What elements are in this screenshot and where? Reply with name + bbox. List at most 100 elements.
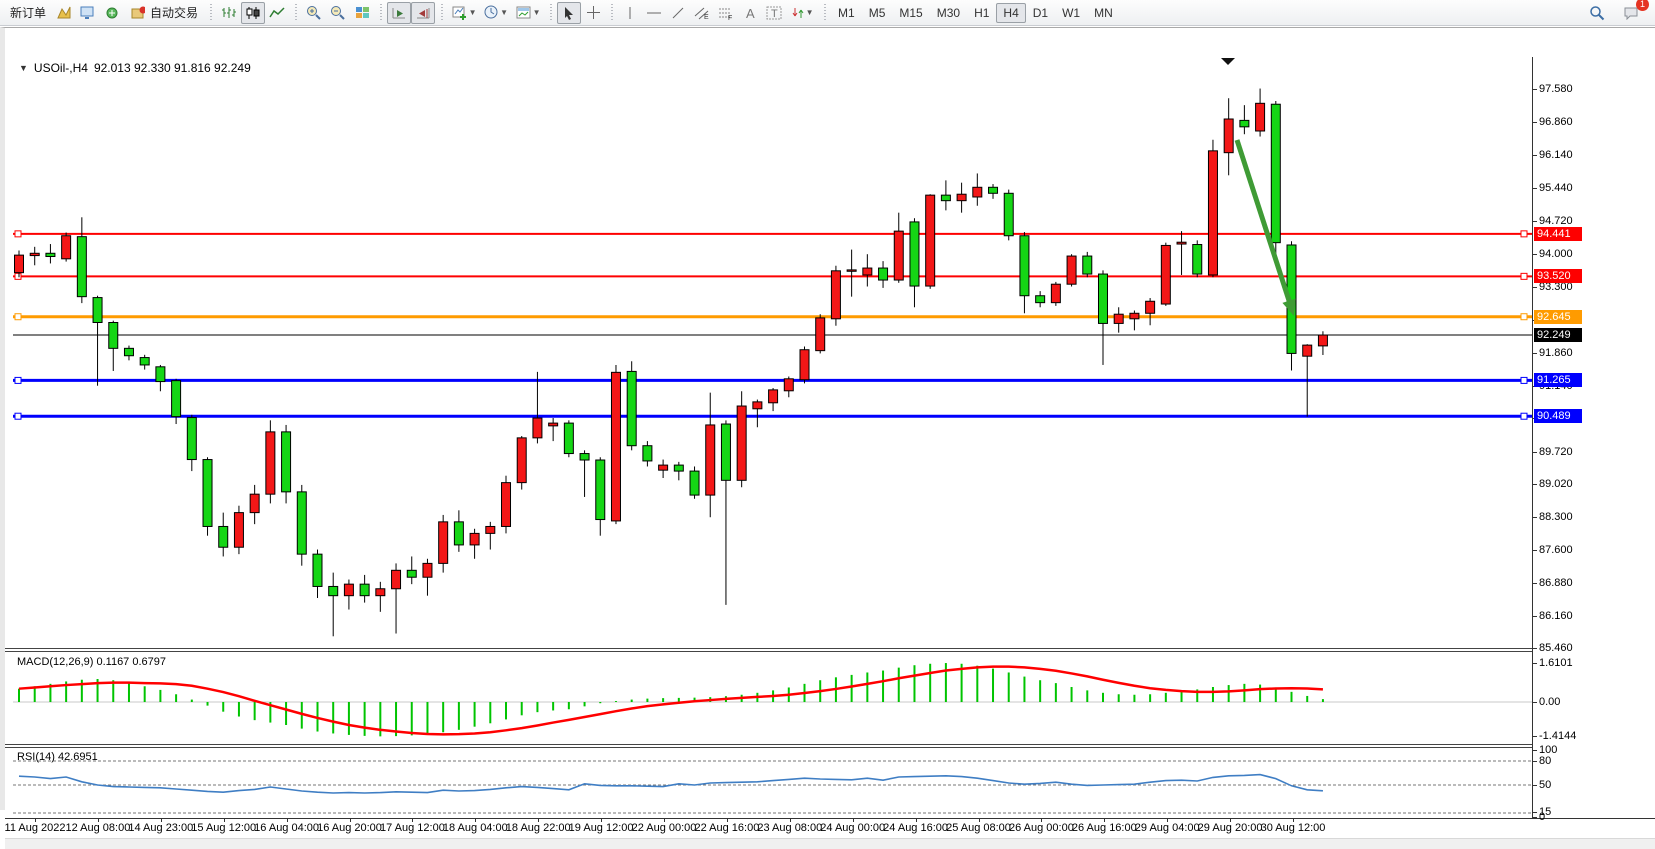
timeframe-w1[interactable]: W1 [1062,5,1081,20]
new-order-label: 新订单 [10,6,47,20]
macd-label: MACD(12,26,9) 0.1167 0.6797 [17,656,166,668]
axis-tick-mark [1532,750,1537,751]
axis-tick-mark [1532,582,1537,584]
axis-tick-mark [1532,187,1537,189]
new-order-button[interactable]: 新订单 [4,2,52,24]
time-axis-label: 24 Aug 00:00 [820,822,886,834]
text-icon[interactable]: A [738,2,762,24]
toolbar-grip [547,3,555,22]
auto-trading-icon [130,2,146,24]
price-axis-tick: 85.460 [1539,642,1573,655]
time-axis-label: 14 Aug 23:00 [128,822,194,834]
bar-chart-type-icon[interactable] [217,2,241,24]
signals-icon[interactable] [100,2,124,24]
rsi-line [18,773,1323,794]
horizontal-line-icon[interactable] [642,2,666,24]
pane-separator[interactable] [5,747,1532,748]
svg-text:A: A [746,6,755,20]
axis-tick-mark [1532,220,1537,222]
rsi-pane[interactable] [5,748,1532,818]
price-tag-92.645: 92.645 [1534,309,1582,324]
chart-ohlc-values: 92.013 92.330 91.816 92.249 [93,61,251,75]
time-tick-mark [1104,818,1106,822]
candlestick-chart-type-icon[interactable] [241,1,266,24]
price-axis-tick: 97.580 [1539,83,1573,95]
time-axis-label: 23 Aug 08:00 [757,822,823,834]
chart-template-icon[interactable]: ▼ [512,2,544,24]
trendline-icon[interactable] [666,2,690,24]
pane-separator[interactable] [5,744,1532,745]
time-tick-mark [1041,818,1043,822]
periods-clock-icon[interactable]: ▼ [480,2,512,24]
down-arrow-annotation [1234,139,1296,316]
notifications-icon[interactable]: 1 [1619,0,1649,24]
auto-scroll-icon[interactable] [387,1,412,24]
fibonacci-icon[interactable]: F [714,2,738,24]
auto-trading-label: 自动交易 [150,6,199,20]
auto-trading-button[interactable]: 自动交易 [124,2,204,24]
time-tick-mark [412,818,414,822]
axis-tick-mark [1532,663,1537,665]
zoom-in-icon[interactable] [302,2,326,24]
price-axis-tick: 89.020 [1539,478,1573,490]
timeframe-d1[interactable]: D1 [1032,5,1049,20]
price-tag-92.249: 92.249 [1534,328,1582,342]
zoom-out-icon[interactable] [326,2,350,24]
search-icon[interactable] [1585,2,1609,24]
timeframe-m1[interactable]: M1 [838,5,855,20]
timeframe-m5[interactable]: M5 [868,5,886,20]
time-axis-label: 15 Aug 12:00 [191,822,257,834]
main-chart-pane[interactable] [5,57,1532,648]
svg-text:E: E [704,14,709,20]
line-chart-type-icon[interactable] [265,2,289,24]
text-label-icon[interactable]: T [762,2,786,24]
axis-tick-mark [1532,817,1537,818]
time-tick-mark [978,818,980,822]
timeframe-h1[interactable]: H1 [974,5,990,20]
pane-separator[interactable] [5,651,1532,652]
timeframe-h4[interactable]: H4 [996,2,1026,23]
macd-pane[interactable] [5,652,1532,744]
time-axis-label: 19 Aug 12:00 [568,822,634,834]
time-axis-label: 11 Aug 2022 [4,822,66,834]
timeframe-m30[interactable]: M30 [936,5,961,20]
rsi-axis-tick: 100 [1539,744,1558,756]
axis-tick-mark [1532,648,1537,650]
timeframe-m15[interactable]: M15 [899,5,923,20]
horizontal-scrollbar[interactable] [5,838,1655,849]
collapse-triangle-icon[interactable]: ▼ [19,63,28,73]
time-tick-mark [915,818,917,822]
price-axis-border [1532,57,1533,818]
tile-windows-icon[interactable] [350,2,374,24]
chevron-down-icon: ▼ [500,8,508,17]
axis-tick-mark [1532,286,1537,288]
time-tick-mark [475,818,477,822]
time-axis-label: 16 Aug 04:00 [254,822,320,834]
time-axis-label: 18 Aug 22:00 [505,822,571,834]
time-axis-label: 24 Aug 16:00 [883,822,949,834]
axis-tick-mark [1532,451,1537,453]
arrows-icon[interactable]: ▼ [786,2,818,24]
vertical-line-icon[interactable] [618,2,642,24]
time-axis-label: 22 Aug 00:00 [631,822,697,834]
pane-separator[interactable] [5,648,1532,649]
equidistant-channel-icon[interactable]: E [690,2,714,24]
chevron-down-icon: ▼ [805,8,814,17]
crosshair-icon[interactable] [581,2,605,24]
candles [14,88,1328,637]
new-chart-icon[interactable]: ▼ [448,2,480,24]
chevron-down-icon: ▼ [532,8,541,17]
toolbar-grip [821,3,829,22]
chevron-down-icon: ▼ [468,8,477,17]
price-axis-tick: 91.860 [1539,346,1573,359]
macd-histogram [18,663,1324,737]
market-watch-icon[interactable] [52,2,76,24]
price-axis-tick: 96.860 [1539,116,1573,129]
chart-shift-icon[interactable] [411,1,436,24]
timeframe-mn[interactable]: MN [1094,5,1113,20]
time-tick-mark [35,818,36,822]
axis-tick-mark [1532,549,1537,551]
cursor-icon[interactable] [557,1,582,24]
notification-badge: 1 [1636,0,1649,11]
terminal-icon[interactable] [76,2,100,24]
